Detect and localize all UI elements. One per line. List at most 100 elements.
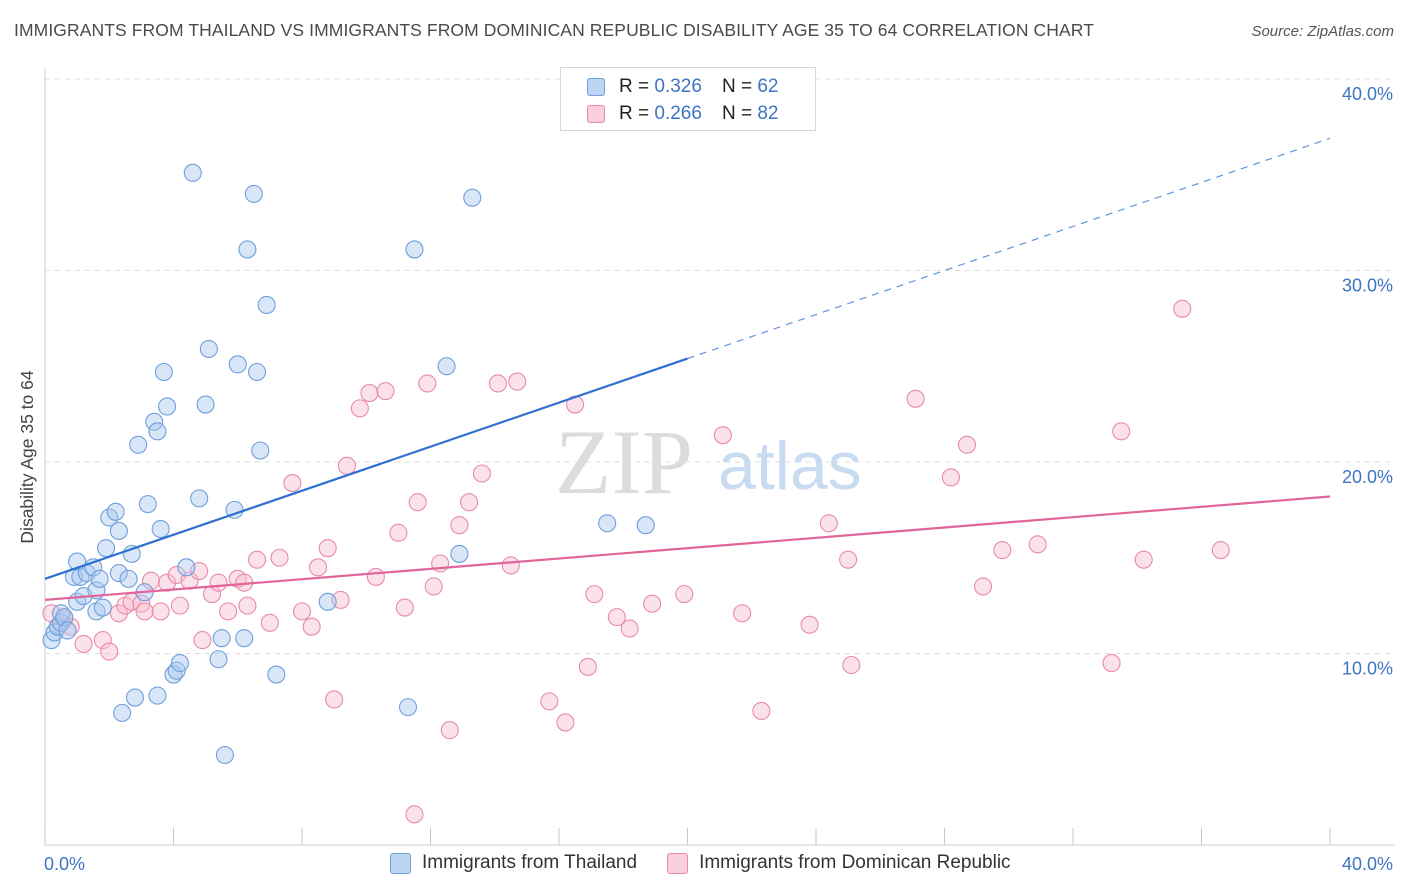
data-point-thailand	[125, 688, 144, 707]
data-point-thailand	[109, 521, 128, 540]
trend-lines	[44, 137, 1331, 601]
data-point-dominican	[135, 602, 154, 621]
data-point-thailand	[212, 629, 231, 648]
x-tick-label: 0.0%	[44, 854, 85, 874]
data-point-thailand	[138, 495, 157, 514]
data-point-thailand	[154, 362, 173, 382]
data-point-thailand	[267, 665, 286, 684]
data-point-dominican	[819, 514, 838, 533]
data-point-dominican	[318, 539, 337, 558]
trendline-dominican	[44, 495, 1331, 601]
data-point-dominican	[957, 435, 977, 454]
data-point-dominican	[109, 604, 128, 623]
data-point-thailand	[636, 516, 655, 535]
stats-r-value: 0.266	[654, 103, 702, 124]
data-point-thailand	[247, 362, 267, 382]
grid-layer	[45, 78, 1395, 654]
stats-r-value: 0.326	[654, 76, 702, 97]
data-point-dominican	[459, 493, 479, 512]
data-point-dominican	[1102, 654, 1121, 673]
data-point-thailand	[119, 569, 138, 588]
data-point-thailand	[183, 163, 202, 182]
data-point-thailand	[398, 698, 418, 717]
data-point-dominican	[675, 585, 694, 604]
stats-n-value: 82	[757, 103, 779, 124]
legend-swatch-dominican	[587, 105, 605, 123]
legend-label-thailand: Immigrants from Thailand	[422, 852, 638, 873]
data-point-dominican	[93, 631, 112, 650]
stats-n-label: N =	[721, 103, 753, 124]
data-point-thailand	[129, 435, 148, 454]
stats-legend: R = 0.326 N = 62 R = 0.266 N = 82	[560, 67, 816, 131]
data-point-dominican	[906, 389, 925, 408]
data-point-dominican	[325, 690, 344, 709]
watermark-zip: ZIP	[555, 411, 693, 513]
data-point-dominican	[752, 701, 771, 721]
data-point-thailand	[215, 745, 234, 765]
data-point-dominican	[424, 577, 443, 596]
data-point-dominican	[74, 634, 93, 653]
data-point-dominican	[1173, 299, 1192, 318]
data-point-dominican	[620, 619, 639, 638]
legend-item-dominican[interactable]: Immigrants from Dominican Republic	[667, 852, 1011, 874]
data-point-thailand	[106, 502, 125, 521]
data-point-thailand	[244, 184, 263, 203]
trendline-thailand	[44, 357, 688, 580]
data-point-thailand	[170, 654, 189, 673]
series-legend: Immigrants from Thailand Immigrants from…	[390, 852, 1041, 874]
data-point-dominican	[488, 374, 508, 393]
y-tick-label: 20.0%	[1342, 467, 1393, 487]
data-point-dominican	[408, 493, 427, 512]
data-point-thailand	[228, 355, 247, 374]
watermark: ZIP atlas	[555, 411, 862, 513]
data-point-dominican	[366, 567, 385, 586]
data-point-dominican	[405, 805, 424, 824]
stats-legend-dominican: R = 0.266 N = 82	[587, 102, 778, 126]
data-point-dominican	[283, 474, 302, 493]
legend-swatch-thailand	[587, 78, 605, 96]
data-point-dominican	[800, 615, 819, 634]
data-point-dominican	[1211, 541, 1230, 560]
data-point-dominican	[238, 596, 257, 615]
stats-r-label: R =	[619, 103, 650, 124]
stats-n-label: N =	[721, 76, 753, 97]
data-point-dominican	[839, 550, 858, 569]
data-point-dominican	[270, 548, 289, 567]
data-point-thailand	[437, 357, 456, 376]
y-tick-label: 40.0%	[1342, 84, 1393, 104]
trendline-thailand-extension	[687, 137, 1331, 360]
data-point-dominican	[302, 617, 321, 636]
data-point-dominican	[556, 713, 575, 732]
data-point-dominican	[733, 604, 752, 623]
data-point-dominican	[540, 692, 559, 711]
data-point-dominican	[170, 596, 189, 615]
source-label: Source: ZipAtlas.com	[1251, 23, 1394, 40]
stats-legend-thailand: R = 0.326 N = 62	[587, 75, 778, 99]
legend-item-thailand[interactable]: Immigrants from Thailand	[390, 852, 637, 874]
data-point-dominican	[450, 516, 469, 535]
data-point-dominican	[1028, 535, 1047, 554]
stats-r-label: R =	[619, 76, 650, 97]
data-point-thailand	[113, 703, 132, 722]
data-point-dominican	[260, 613, 279, 632]
data-point-thailand	[52, 613, 71, 632]
stats-n-value: 62	[757, 76, 779, 97]
data-point-dominican	[418, 374, 437, 393]
data-point-dominican	[309, 558, 328, 577]
y-tick-label: 10.0%	[1342, 659, 1393, 679]
data-point-thailand	[463, 188, 482, 207]
data-point-dominican	[209, 573, 228, 592]
data-point-thailand	[238, 240, 257, 259]
x-tick-label: 40.0%	[1342, 854, 1393, 874]
watermark-atlas: atlas	[718, 428, 862, 504]
data-point-dominican	[713, 426, 732, 445]
data-point-thailand	[90, 569, 109, 588]
data-point-thailand	[209, 650, 228, 669]
data-point-dominican	[842, 655, 861, 675]
data-point-dominican	[1134, 550, 1153, 569]
chart-title: IMMIGRANTS FROM THAILAND VS IMMIGRANTS F…	[14, 20, 1095, 40]
data-point-dominican	[607, 608, 626, 627]
series-thailand	[42, 163, 655, 765]
data-point-thailand	[96, 539, 116, 558]
data-point-dominican	[292, 602, 312, 621]
